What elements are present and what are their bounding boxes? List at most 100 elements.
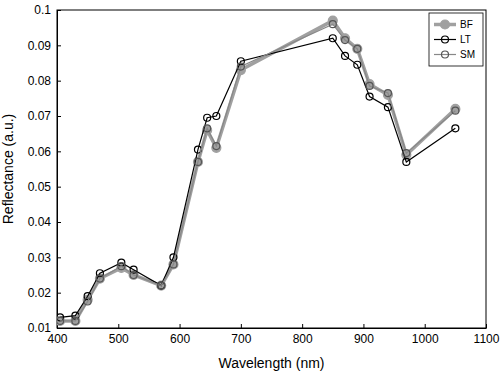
yticks-axis: 0.01 0.02 0.03 0.04 0.05 0.06 0.07 0.08 0.09 0.1 (28, 3, 61, 335)
tick: 600 (170, 324, 190, 346)
plot: 400500600700800900100011000.010.020.030.… (28, 3, 500, 345)
marker (342, 52, 349, 59)
tick-mark (57, 45, 61, 46)
y-axis-title: Reflectance (a.u.) (0, 114, 16, 225)
chart: 400500600700800900100011000.010.020.030.… (0, 0, 500, 384)
tick-label: 0.03 (28, 251, 52, 265)
tick-label: 1000 (412, 332, 439, 346)
tick: 700 (231, 324, 251, 346)
legend-line (434, 39, 456, 40)
marker (384, 90, 391, 97)
marker (366, 93, 373, 100)
legend-entry: BF (434, 19, 473, 30)
tick-mark (486, 324, 487, 328)
tick-label: 0.04 (28, 215, 52, 229)
tick-mark (57, 293, 61, 294)
legend-entry: LT (434, 34, 471, 45)
tick-label: 0.09 (28, 39, 52, 53)
tick-label: 0.08 (28, 74, 52, 88)
marker (84, 298, 91, 305)
marker (384, 104, 391, 111)
tick-mark (425, 324, 426, 328)
marker (452, 125, 459, 132)
tick-mark (241, 324, 242, 328)
tick-mark (57, 187, 61, 188)
marker (204, 125, 211, 132)
marker (204, 114, 211, 121)
tick-label: 1100 (474, 332, 500, 346)
plot-frame (57, 10, 486, 328)
xticks-axis-line (58, 328, 487, 329)
tick: 0.02 (28, 286, 61, 300)
marker (158, 282, 165, 289)
marker (237, 63, 244, 70)
tick-mark (57, 257, 61, 258)
tick: 0.03 (28, 251, 61, 265)
marker (354, 61, 361, 68)
marker (329, 35, 336, 42)
marker (72, 317, 79, 324)
marker (452, 107, 459, 114)
marker (403, 158, 410, 165)
marker (117, 263, 126, 272)
tick-label: 0.06 (28, 145, 52, 159)
tick-label: 800 (293, 332, 313, 346)
marker (118, 263, 125, 270)
tick: 0.05 (28, 180, 61, 194)
legend-marker (441, 20, 450, 29)
tick-mark (302, 324, 303, 328)
tick-label: 0.01 (28, 321, 52, 335)
marker (354, 45, 361, 52)
tick-mark (118, 324, 119, 328)
tick-label: 700 (231, 332, 251, 346)
tick-mark (57, 81, 61, 82)
tick: 0.08 (28, 74, 61, 88)
tick: 0.01 (28, 321, 61, 335)
marker (194, 158, 201, 165)
tick: 0.06 (28, 145, 61, 159)
tick: 500 (109, 324, 129, 346)
marker (366, 82, 373, 89)
legend-label: BF (460, 19, 473, 30)
series (57, 21, 459, 325)
tick-mark (57, 10, 61, 11)
tick: 0.04 (28, 215, 61, 229)
tick-mark (57, 151, 61, 152)
series-line (60, 24, 455, 321)
tick-label: 0.05 (28, 180, 52, 194)
marker (57, 317, 64, 324)
yticks-axis-line (57, 11, 58, 329)
tick-mark (57, 328, 61, 329)
xticks-axis: 40050060070080090010001100 (47, 324, 499, 346)
tick: 0.09 (28, 39, 61, 53)
tick-mark (57, 116, 61, 117)
tick: 0.1 (34, 3, 61, 17)
series-line (60, 21, 455, 321)
legend-marker (442, 51, 449, 58)
tick-label: 900 (354, 332, 374, 346)
legend-entry: SM (434, 49, 475, 60)
tick-label: 600 (170, 332, 190, 346)
series (57, 16, 460, 325)
marker (342, 37, 349, 44)
legend-label: SM (460, 49, 475, 60)
tick: 1000 (412, 324, 439, 346)
tick-label: 0.02 (28, 286, 52, 300)
tick: 900 (354, 324, 374, 346)
marker (213, 113, 220, 120)
marker (130, 272, 137, 279)
tick-mark (57, 222, 61, 223)
tick: 800 (293, 324, 313, 346)
tick-mark (363, 324, 364, 328)
series-group (57, 16, 460, 325)
legend-marker (442, 36, 449, 43)
legend-line (434, 54, 456, 55)
tick: 1100 (474, 324, 500, 346)
tick-label: 500 (109, 332, 129, 346)
tick-mark (180, 324, 181, 328)
tick: 0.07 (28, 109, 61, 123)
marker (213, 143, 220, 150)
legend-label: LT (460, 34, 471, 45)
marker (403, 150, 410, 157)
marker (170, 261, 177, 268)
